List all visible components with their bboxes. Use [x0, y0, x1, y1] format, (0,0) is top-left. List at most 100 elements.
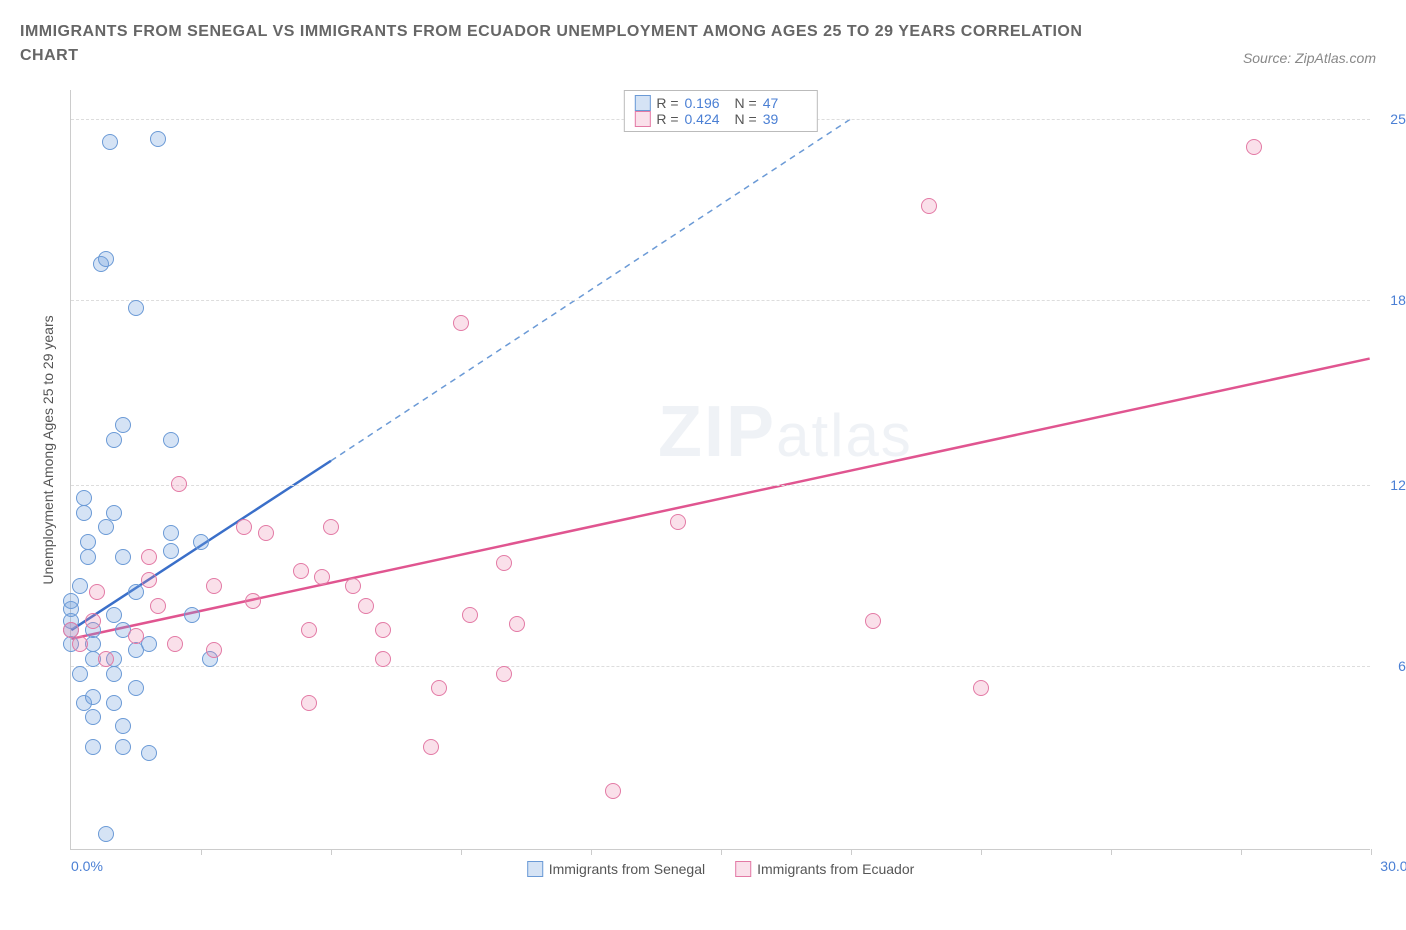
data-point — [236, 519, 252, 535]
data-point — [80, 549, 96, 565]
data-point — [496, 666, 512, 682]
legend-swatch-ecuador — [735, 861, 751, 877]
stats-legend-row-ecuador: R = 0.424 N = 39 — [634, 111, 806, 127]
n-value-senegal: 47 — [763, 95, 807, 111]
data-point — [496, 555, 512, 571]
x-tick — [981, 849, 982, 855]
y-tick-label: 12.5% — [1390, 477, 1406, 493]
x-tick — [1241, 849, 1242, 855]
plot-area: ZIPatlas R = 0.196 N = 47 R = 0.424 N = … — [70, 90, 1370, 850]
data-point — [141, 636, 157, 652]
y-tick-label: 18.8% — [1390, 292, 1406, 308]
legend-swatch-senegal — [527, 861, 543, 877]
data-point — [670, 514, 686, 530]
grid-line — [71, 666, 1370, 667]
data-point — [115, 739, 131, 755]
data-point — [106, 695, 122, 711]
x-tick — [591, 849, 592, 855]
data-point — [98, 651, 114, 667]
data-point — [323, 519, 339, 535]
n-value-ecuador: 39 — [763, 111, 807, 127]
data-point — [258, 525, 274, 541]
data-point — [375, 622, 391, 638]
chart-container: IMMIGRANTS FROM SENEGAL VS IMMIGRANTS FR… — [20, 20, 1386, 910]
data-point — [163, 432, 179, 448]
data-point — [150, 131, 166, 147]
data-point — [128, 300, 144, 316]
x-tick — [201, 849, 202, 855]
data-point — [76, 505, 92, 521]
legend-label-ecuador: Immigrants from Ecuador — [757, 861, 914, 877]
data-point — [98, 251, 114, 267]
data-point — [184, 607, 200, 623]
data-point — [301, 695, 317, 711]
data-point — [115, 549, 131, 565]
data-point — [150, 598, 166, 614]
grid-line — [71, 485, 1370, 486]
data-point — [98, 826, 114, 842]
data-point — [301, 622, 317, 638]
data-point — [141, 572, 157, 588]
r-label: R = — [656, 95, 678, 111]
data-point — [865, 613, 881, 629]
data-point — [375, 651, 391, 667]
data-point — [106, 607, 122, 623]
data-point — [85, 689, 101, 705]
data-point — [72, 578, 88, 594]
data-point — [163, 543, 179, 559]
data-point — [141, 549, 157, 565]
data-point — [431, 680, 447, 696]
data-point — [102, 134, 118, 150]
grid-line — [71, 300, 1370, 301]
data-point — [605, 783, 621, 799]
data-point — [98, 519, 114, 535]
data-point — [106, 505, 122, 521]
data-point — [245, 593, 261, 609]
x-tick — [461, 849, 462, 855]
watermark-zip: ZIP — [658, 392, 776, 472]
data-point — [171, 476, 187, 492]
x-tick — [1371, 849, 1372, 855]
data-point — [72, 636, 88, 652]
data-point — [85, 613, 101, 629]
data-point — [1246, 139, 1262, 155]
y-tick-label: 25.0% — [1390, 111, 1406, 127]
data-point — [206, 642, 222, 658]
data-point — [462, 607, 478, 623]
data-point — [128, 584, 144, 600]
data-point — [106, 432, 122, 448]
x-tick — [721, 849, 722, 855]
data-point — [115, 417, 131, 433]
data-point — [85, 709, 101, 725]
x-tick — [851, 849, 852, 855]
data-point — [193, 534, 209, 550]
data-point — [63, 622, 79, 638]
data-point — [206, 578, 222, 594]
data-point — [509, 616, 525, 632]
data-point — [85, 739, 101, 755]
data-point — [89, 584, 105, 600]
data-point — [314, 569, 330, 585]
data-point — [453, 315, 469, 331]
source-attribution: Source: ZipAtlas.com — [1243, 50, 1376, 66]
data-point — [128, 680, 144, 696]
data-point — [973, 680, 989, 696]
data-point — [80, 534, 96, 550]
y-tick-label: 6.3% — [1398, 658, 1406, 674]
series-legend: Immigrants from Senegal Immigrants from … — [527, 861, 915, 877]
n-label: N = — [735, 95, 757, 111]
stats-swatch-senegal — [634, 95, 650, 111]
watermark-atlas: atlas — [776, 402, 913, 469]
trend-lines — [71, 90, 1370, 849]
r-label: R = — [656, 111, 678, 127]
n-label: N = — [735, 111, 757, 127]
x-axis-max-label: 30.0% — [1380, 858, 1406, 874]
data-point — [163, 525, 179, 541]
data-point — [76, 490, 92, 506]
legend-item-senegal: Immigrants from Senegal — [527, 861, 705, 877]
watermark: ZIPatlas — [658, 391, 913, 473]
x-axis-min-label: 0.0% — [71, 858, 103, 874]
data-point — [63, 593, 79, 609]
stats-swatch-ecuador — [634, 111, 650, 127]
r-value-ecuador: 0.424 — [685, 111, 729, 127]
